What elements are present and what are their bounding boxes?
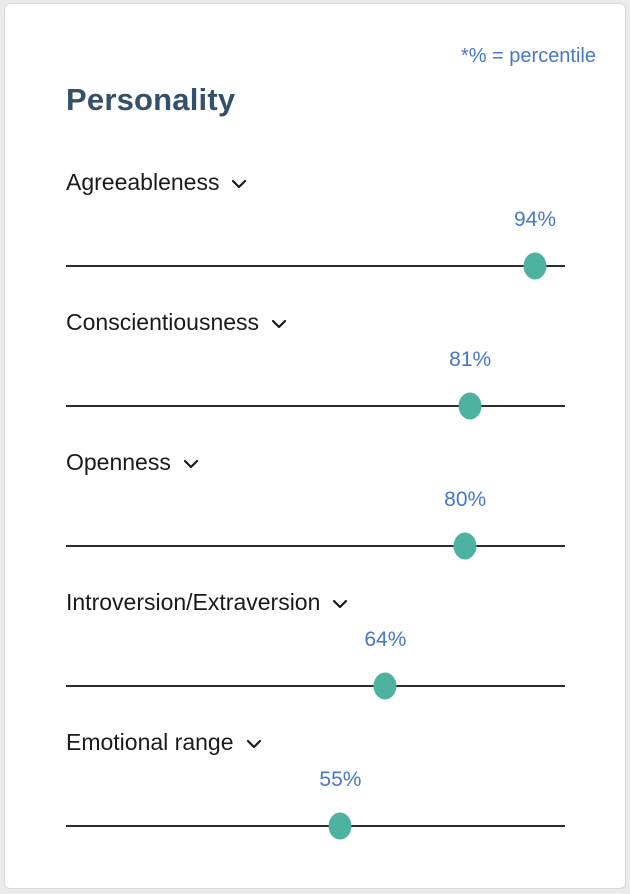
slider-value: 80% — [444, 488, 487, 511]
slider-dot — [328, 812, 352, 840]
slider-dot — [458, 392, 482, 420]
slider-value: 81% — [449, 348, 492, 371]
trait-slider: 94% — [66, 167, 565, 307]
percentile-note: *% = percentile — [460, 45, 596, 67]
trait-label: Conscientiousness — [66, 308, 260, 335]
trait-row-conscientiousness: Conscientiousness 81% — [66, 307, 565, 447]
trait-label: Emotional range — [66, 728, 234, 755]
slider-track — [66, 685, 565, 687]
trait-slider: 55% — [66, 727, 565, 867]
slider-dot — [453, 532, 477, 560]
page-title: Personality — [66, 82, 236, 117]
chevron-down-icon — [246, 739, 262, 749]
slider-dot — [523, 252, 547, 280]
trait-header-introversion-extraversion[interactable]: Introversion/Extraversion — [66, 587, 348, 617]
trait-list: Agreeableness 94% Conscientiousness 81% — [66, 167, 565, 867]
trait-row-agreeableness: Agreeableness 94% — [66, 167, 565, 307]
trait-header-emotional-range[interactable]: Emotional range — [66, 727, 262, 757]
slider-track — [66, 265, 565, 267]
trait-slider: 80% — [66, 447, 565, 587]
trait-header-conscientiousness[interactable]: Conscientiousness — [66, 307, 287, 337]
slider-track — [66, 545, 565, 547]
trait-label: Openness — [66, 448, 171, 475]
trait-slider: 81% — [66, 307, 565, 447]
trait-header-agreeableness[interactable]: Agreeableness — [66, 167, 247, 197]
trait-label: Introversion/Extraversion — [66, 588, 321, 615]
slider-value: 94% — [514, 208, 557, 231]
chevron-down-icon — [271, 319, 287, 329]
chevron-down-icon — [231, 179, 247, 189]
trait-slider: 64% — [66, 587, 565, 727]
chevron-down-icon — [183, 459, 199, 469]
chevron-down-icon — [332, 599, 348, 609]
trait-label: Agreeableness — [66, 168, 220, 195]
trait-row-introversion-extraversion: Introversion/Extraversion 64% — [66, 587, 565, 727]
trait-row-openness: Openness 80% — [66, 447, 565, 587]
slider-value: 64% — [364, 628, 407, 651]
trait-header-openness[interactable]: Openness — [66, 447, 199, 477]
personality-card: *% = percentile Personality Agreeablenes… — [4, 3, 626, 889]
trait-row-emotional-range: Emotional range 55% — [66, 727, 565, 867]
slider-dot — [373, 672, 397, 700]
slider-track — [66, 825, 565, 827]
slider-track — [66, 405, 565, 407]
slider-value: 55% — [319, 768, 362, 791]
